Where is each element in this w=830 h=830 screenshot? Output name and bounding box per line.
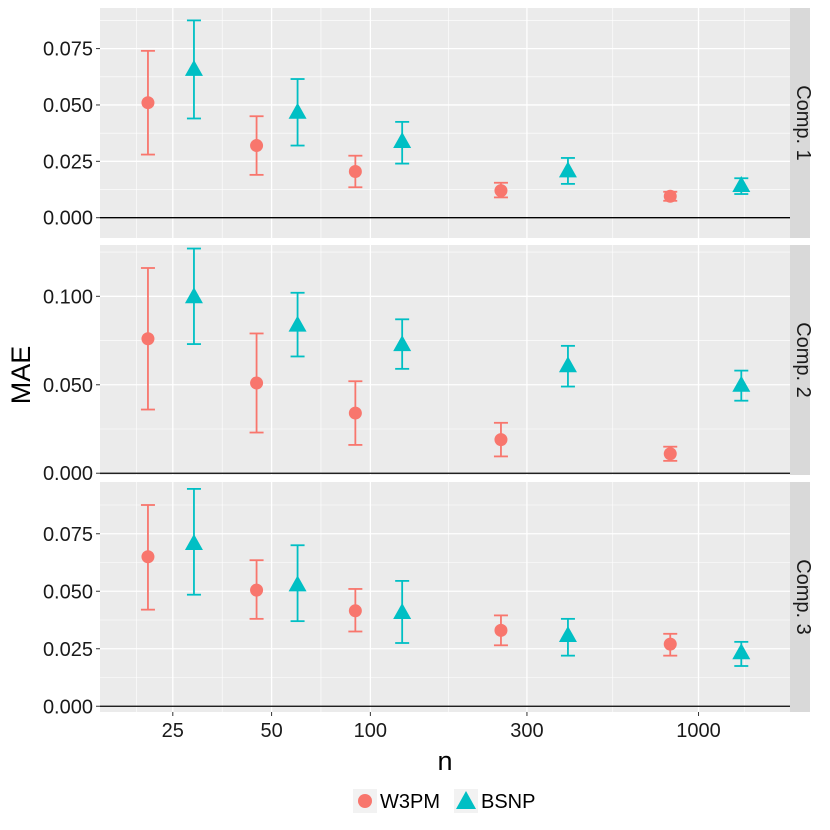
- data-point-circle: [494, 433, 508, 447]
- data-point-triangle: [288, 102, 307, 119]
- panel-3: 0.000 0.025 0.050 0.075 Comp. 3: [43, 482, 814, 718]
- data-point-circle: [348, 604, 362, 618]
- facet-strip: [790, 8, 810, 238]
- data-point-triangle: [288, 575, 307, 592]
- data-point-circle: [494, 623, 508, 637]
- legend-triangle-icon: [456, 791, 476, 809]
- series-w3pm: [140, 267, 678, 462]
- series-w3pm: [140, 49, 678, 203]
- panel-background: [100, 8, 790, 238]
- series-bsnp: [184, 487, 751, 667]
- facet-strip-label: Comp. 3: [792, 559, 814, 635]
- data-point-circle: [250, 583, 264, 597]
- data-point-triangle: [558, 625, 577, 642]
- series-w3pm: [140, 504, 678, 657]
- legend: W3PM BSNP: [353, 789, 535, 813]
- panel-background: [100, 245, 790, 475]
- facet-panels: 0.000 0.025 0.050 0.075 Comp. 1 0.000 0.050 0.1…: [43, 8, 814, 742]
- panel-1: 0.000 0.025 0.050 0.075 Comp. 1: [43, 8, 814, 238]
- data-point-circle: [663, 189, 677, 203]
- data-point-triangle: [184, 533, 203, 550]
- data-point-triangle: [184, 59, 203, 76]
- data-point-circle: [494, 184, 508, 198]
- y-tick-label: 0.000: [43, 696, 93, 718]
- y-tick-label: 0.075: [43, 39, 93, 61]
- data-point-triangle: [558, 356, 577, 373]
- x-axis-title: n: [437, 746, 452, 776]
- data-point-circle: [348, 406, 362, 420]
- panel-background: [100, 482, 790, 712]
- x-tick-label: 25: [162, 720, 184, 742]
- legend-circle-icon: [358, 794, 372, 808]
- data-point-circle: [250, 139, 264, 153]
- series-bsnp: [184, 19, 751, 195]
- data-point-circle: [348, 164, 362, 178]
- y-tick-label: 0.050: [43, 95, 93, 117]
- y-tick-label: 0.050: [43, 581, 93, 603]
- x-tick-label: 300: [510, 720, 543, 742]
- x-tick-label: 1000: [676, 720, 721, 742]
- y-tick-label: 0.075: [43, 524, 93, 546]
- data-point-triangle: [393, 602, 412, 619]
- facet-strip: [790, 245, 810, 475]
- data-point-circle: [250, 376, 264, 390]
- panel-2: 0.000 0.050 0.100 Comp. 2: [43, 245, 814, 485]
- y-tick-label: 0.050: [43, 375, 93, 397]
- legend-label-w3pm: W3PM: [380, 791, 440, 813]
- data-point-triangle: [393, 335, 412, 352]
- data-point-circle: [141, 96, 155, 110]
- y-axis-title: MAE: [6, 346, 36, 405]
- facet-strip-label: Comp. 1: [792, 85, 814, 161]
- y-tick-label: 0.025: [43, 639, 93, 661]
- data-point-circle: [663, 447, 677, 461]
- y-tick-label: 0.025: [43, 151, 93, 173]
- data-point-triangle: [732, 375, 751, 392]
- x-tick-label: 50: [260, 720, 282, 742]
- legend-label-bsnp: BSNP: [481, 791, 535, 813]
- y-tick-label: 0.100: [43, 286, 93, 308]
- data-point-circle: [141, 550, 155, 564]
- data-point-circle: [141, 332, 155, 346]
- y-tick-label: 0.000: [43, 463, 93, 485]
- data-point-triangle: [732, 176, 751, 193]
- data-point-triangle: [288, 315, 307, 332]
- data-point-triangle: [732, 643, 751, 660]
- series-bsnp: [184, 247, 751, 402]
- facet-strip-label: Comp. 2: [792, 322, 814, 398]
- facet-strip: [790, 482, 810, 712]
- data-point-triangle: [558, 161, 577, 178]
- y-tick-label: 0.000: [43, 208, 93, 230]
- data-point-triangle: [393, 132, 412, 149]
- data-point-circle: [663, 637, 677, 651]
- data-point-triangle: [184, 287, 203, 304]
- x-tick-label: 100: [354, 720, 387, 742]
